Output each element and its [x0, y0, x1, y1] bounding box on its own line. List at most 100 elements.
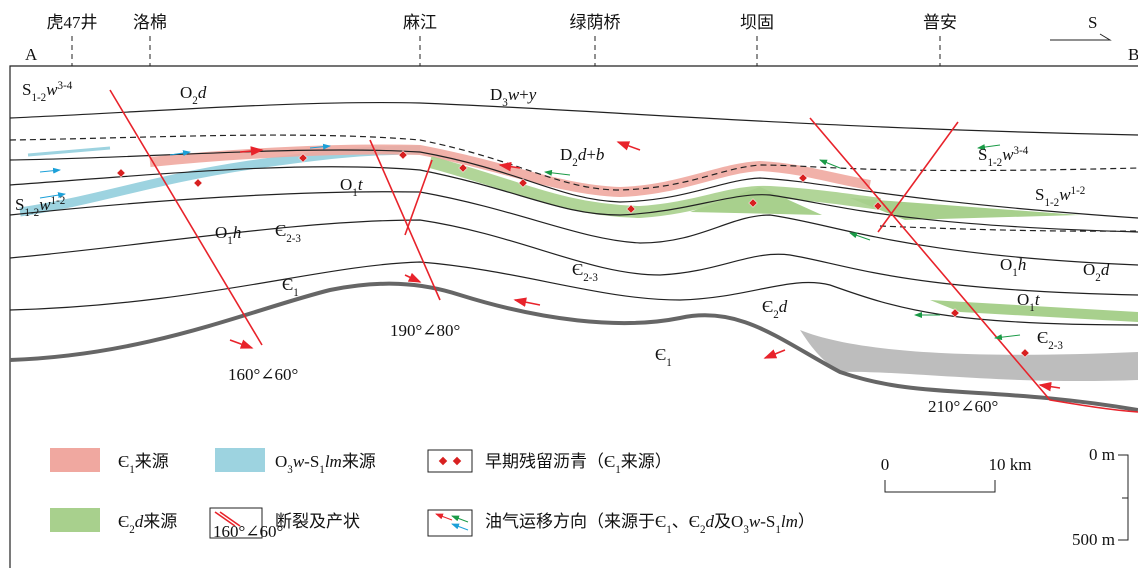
- text-part: +: [519, 85, 529, 104]
- text-part: 及O: [714, 512, 743, 531]
- text-part: d: [1101, 260, 1110, 279]
- text-part: w: [1002, 145, 1014, 164]
- text-part: S: [1035, 185, 1044, 204]
- shape: [515, 300, 540, 305]
- well-label: 普安: [923, 13, 957, 32]
- shape: [405, 160, 432, 235]
- shape: [453, 457, 461, 465]
- text-part: Є: [275, 221, 286, 240]
- shape: [28, 148, 110, 155]
- shape: [1118, 455, 1128, 540]
- shape: [439, 457, 447, 465]
- text-part: O: [1083, 260, 1095, 279]
- text-part: 油气运移方向（来源于Є: [485, 512, 666, 531]
- text-part: S: [15, 195, 24, 214]
- legend-label: 油气运移方向（来源于Є1、Є2d及O3w-S1lm）: [485, 512, 815, 536]
- shape: [230, 340, 252, 348]
- text-part: 1: [293, 287, 299, 299]
- well-label: 坝固: [740, 13, 774, 32]
- shape: [452, 516, 468, 522]
- shape: [10, 66, 1138, 568]
- text-part: ）: [798, 512, 815, 531]
- text-part: lm: [325, 452, 342, 471]
- text-part: w: [293, 452, 305, 471]
- shape: [885, 480, 995, 492]
- shape: [50, 448, 100, 472]
- text-part: O: [340, 175, 352, 194]
- text-part: 1-2: [31, 92, 46, 104]
- text-part: S: [978, 145, 987, 164]
- well-label: 洛棉: [133, 13, 167, 32]
- text-part: b: [596, 145, 605, 164]
- text-part: D: [490, 85, 502, 104]
- section-end: B: [1128, 45, 1138, 64]
- legend-icon-text: 160°∠60°: [213, 522, 283, 541]
- text-part: 2-3: [286, 233, 301, 245]
- shape: [50, 508, 100, 532]
- layout: [10, 34, 1138, 568]
- formation-label: D3w+y: [490, 85, 537, 109]
- text-part: y: [527, 85, 537, 104]
- formation-label: Є2d: [762, 297, 788, 321]
- text-part: Є: [1037, 328, 1048, 347]
- text-part: 断裂及产状: [275, 512, 360, 531]
- text-part: Є: [655, 345, 666, 364]
- text-part: d: [198, 83, 207, 102]
- text-part: D: [560, 145, 572, 164]
- text-part: O: [1000, 255, 1012, 274]
- text-part: 1-2: [1071, 185, 1086, 197]
- text-part: 来源）: [621, 452, 672, 471]
- text-part: 1-2: [51, 195, 66, 207]
- text-part: t: [358, 175, 364, 194]
- text-part: w: [1059, 185, 1071, 204]
- text-part: h: [1018, 255, 1027, 274]
- text-part: 2-3: [1048, 340, 1063, 352]
- formation-label: O1h: [215, 223, 241, 247]
- text-part: S: [22, 80, 31, 99]
- text-part: 1: [666, 357, 672, 369]
- formation-label: S1-2w3-4: [978, 145, 1029, 169]
- formation-label: O2d: [180, 83, 207, 107]
- shape: [428, 450, 472, 472]
- legend-label: 断裂及产状: [275, 512, 360, 531]
- shape: [215, 448, 265, 472]
- shape: [40, 170, 60, 172]
- text-part: 来源: [143, 512, 177, 531]
- text-part: 1-2: [24, 207, 39, 219]
- shape: [194, 179, 202, 187]
- fault-attitude: 210°∠60°: [928, 397, 998, 416]
- text-part: w: [39, 195, 51, 214]
- shape: [1050, 34, 1110, 40]
- scale-label: 0: [881, 455, 890, 474]
- formation-label: Є2-3: [1037, 328, 1063, 352]
- text-part: lm: [781, 512, 798, 531]
- shape: [428, 510, 472, 536]
- text-part: O: [180, 83, 192, 102]
- text-part: 、Є: [672, 512, 700, 531]
- formation-label: O1t: [340, 175, 364, 199]
- text-part: Є: [118, 512, 129, 531]
- shape: [405, 275, 420, 282]
- fault-attitude: 160°∠60°: [228, 365, 298, 384]
- legend-label: Є1来源: [118, 452, 169, 476]
- formation-label: O2d: [1083, 260, 1110, 284]
- text-part: 来源: [342, 452, 376, 471]
- scale-label: 500 m: [1072, 530, 1115, 549]
- formation-label: Є2-3: [275, 221, 301, 245]
- text-part: O: [1017, 290, 1029, 309]
- shape: [765, 350, 785, 358]
- shape: [618, 142, 640, 150]
- text-part: +: [586, 145, 596, 164]
- legend-label: 早期残留沥青（Є1来源）: [485, 452, 672, 476]
- text-part: O: [275, 452, 287, 471]
- cross-section: 虎47井洛棉麻江绿荫桥坝固普安ABSS1-2w3-4O2dD3w+yD2d+bS…: [0, 0, 1138, 568]
- legend-label: O3w-S1lm来源: [275, 452, 376, 476]
- text-part: h: [233, 223, 242, 242]
- fault-attitude: 190°∠80°: [390, 321, 460, 340]
- text-part: 2-3: [583, 272, 598, 284]
- text-part: d: [779, 297, 788, 316]
- page: 虎47井洛棉麻江绿荫桥坝固普安ABSS1-2w3-4O2dD3w+yD2d+bS…: [0, 0, 1138, 568]
- text-part: 1-2: [987, 157, 1002, 169]
- formation-label: Є1: [655, 345, 672, 369]
- text-part: 3-4: [1014, 145, 1029, 157]
